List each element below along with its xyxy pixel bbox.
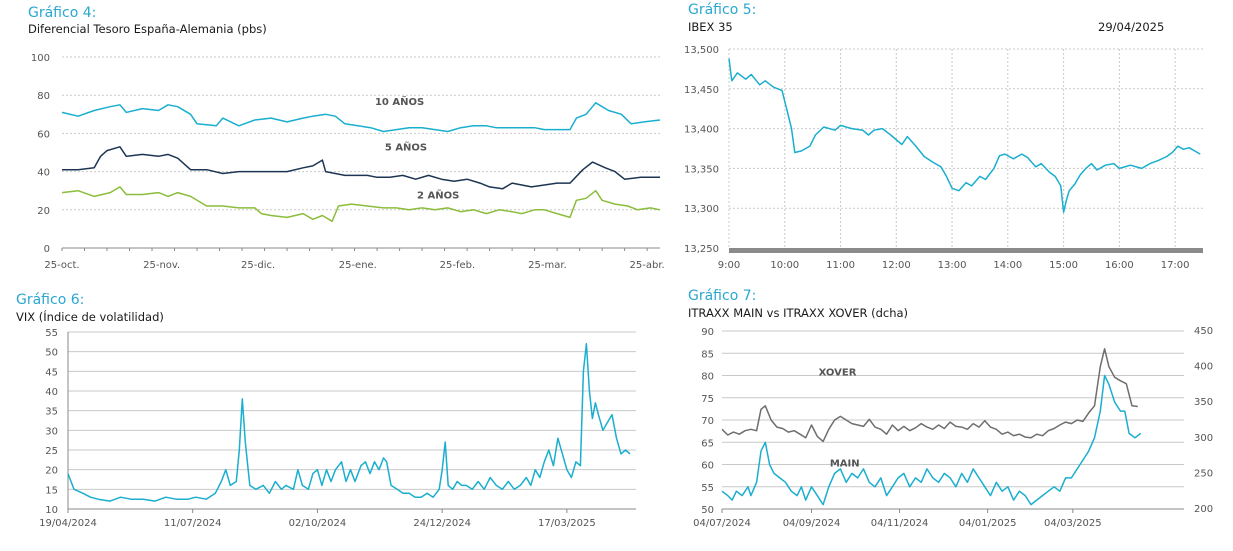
- chart-5-ytick-label: 13,250: [684, 244, 719, 255]
- chart-5-plot: 13,250 13,300 13,350 13,400 13,450 13,500 9:00…: [684, 45, 1203, 271]
- chart-4-series-line: [61, 102, 661, 133]
- chart-5-xtick-label: 13:00: [938, 260, 967, 271]
- chart-4-xtick-label: 25-feb.: [440, 260, 476, 271]
- chart-6-subtitle: VIX (Índice de volatilidad): [16, 310, 164, 324]
- chart-4-series-label: 5 AÑOS: [385, 141, 427, 154]
- chart-5-ytick-label: 13,300: [684, 204, 719, 215]
- chart-7-series-line: [721, 348, 1138, 443]
- chart-4-ytick-label: 20: [37, 206, 50, 217]
- chart-7-y2tick-label: 450: [1194, 326, 1213, 337]
- chart-6-series-line: [67, 343, 631, 502]
- chart-7-xtick-label: 04/01/2025: [959, 518, 1017, 529]
- chart-7-ytick-label: 70: [701, 416, 714, 427]
- chart-7-y2tick-label: 300: [1194, 433, 1213, 444]
- chart-4-xtick-label: 25-oct.: [44, 260, 79, 271]
- chart-4-plot: 0 20 40 60 80 100 25-oct. 25-nov. 25-dic. 25-ene.…: [31, 53, 665, 271]
- chart-6-xtick-label: 11/07/2024: [164, 518, 222, 529]
- chart-6-plot: 10 15 20 25 30 35 40 45 50 55 19/04/2024 11/07/2024…: [39, 328, 636, 529]
- chart-5-xtick-label: 10:00: [770, 260, 799, 271]
- chart-7-ytick-label: 65: [701, 438, 714, 449]
- chart-7-y2tick-label: 200: [1194, 504, 1213, 515]
- chart-4-series-label: 10 AÑOS: [375, 95, 424, 108]
- chart-4-series-line: [62, 146, 660, 190]
- chart-6-xtick-label: 02/10/2024: [289, 518, 347, 529]
- chart-6-xtick-label: 24/12/2024: [413, 518, 471, 529]
- chart-5-xtick-label: 9:00: [718, 260, 740, 271]
- chart-5-series-line: [728, 58, 1201, 213]
- chart-5-xtick-label: 14:00: [993, 260, 1022, 271]
- chart-4-subtitle: Diferencial Tesoro España-Alemania (pbs): [28, 22, 267, 36]
- chart-4-ytick-label: 0: [44, 244, 50, 255]
- chart-5-x-axis-band: [729, 248, 1203, 253]
- chart-7-ytick-label: 90: [701, 327, 714, 338]
- chart-7-ytick-label: 85: [701, 349, 714, 360]
- chart-6-ytick-label: 50: [45, 348, 58, 359]
- chart-5-xtick-label: 11:00: [826, 260, 855, 271]
- chart-6-ytick-label: 55: [45, 328, 58, 339]
- chart-6-xtick-label: 17/03/2025: [538, 518, 596, 529]
- chart-5-xtick-label: 12:00: [882, 260, 911, 271]
- chart-7-y2tick-label: 250: [1194, 468, 1213, 479]
- chart-4-ytick-label: 40: [37, 168, 50, 179]
- chart-7-xtick-label: 04/09/2024: [783, 518, 841, 529]
- chart-6-ytick-label: 10: [45, 505, 58, 516]
- chart-7-subtitle: ITRAXX MAIN vs ITRAXX XOVER (dcha): [688, 306, 909, 320]
- chart-7-series-label: XOVER: [819, 368, 857, 379]
- chart-6-xtick-label: 19/04/2024: [39, 518, 97, 529]
- chart-6-ytick-label: 30: [45, 426, 58, 437]
- chart-7-ytick-label: 55: [701, 483, 714, 494]
- chart-6-ytick-label: 35: [45, 407, 58, 418]
- chart-7-ytick-label: 80: [701, 372, 714, 383]
- chart-7-ytick-label: 50: [701, 505, 714, 516]
- chart-4-xtick-label: 25-nov.: [143, 260, 180, 271]
- chart-5-date: 29/04/2025: [1098, 20, 1165, 34]
- chart-5-xtick-label: 15:00: [1049, 260, 1078, 271]
- chart-7-y2tick-label: 350: [1194, 397, 1213, 408]
- chart-7-xtick-label: 04/07/2024: [693, 518, 751, 529]
- chart-4-xtick-label: 25-dic.: [241, 260, 275, 271]
- chart-6-ytick-label: 25: [45, 446, 58, 457]
- chart-4-title: Gráfico 4:: [28, 5, 97, 21]
- chart-6-ytick-label: 40: [45, 387, 58, 398]
- chart-4-xtick-label: 25-abr.: [630, 260, 665, 271]
- chart-4-series-line: [61, 186, 661, 223]
- chart-4-series-label: 2 AÑOS: [417, 188, 459, 201]
- chart-4-xtick-label: 25-mar.: [528, 260, 567, 271]
- chart-5-subtitle: IBEX 35: [688, 20, 733, 34]
- chart-5-title: Gráfico 5:: [688, 2, 757, 18]
- chart-4-ytick-label: 60: [37, 129, 50, 140]
- chart-7-title: Gráfico 7:: [688, 288, 757, 304]
- chart-5-xtick-label: 16:00: [1105, 260, 1134, 271]
- chart-7-series-label: MAIN: [830, 459, 860, 470]
- chart-4-xtick-label: 25-ene.: [339, 260, 377, 271]
- chart-7-ytick-label: 60: [701, 461, 714, 472]
- chart-7-ytick-label: 75: [701, 394, 714, 405]
- chart-6-ytick-label: 15: [45, 485, 58, 496]
- chart-6-ytick-label: 45: [45, 367, 58, 378]
- chart-5-xtick-label: 17:00: [1161, 260, 1190, 271]
- chart-7-y2tick-label: 400: [1194, 362, 1213, 373]
- chart-6-title: Gráfico 6:: [16, 292, 85, 308]
- chart-7-xtick-label: 04/11/2024: [871, 518, 929, 529]
- chart-5-ytick-label: 13,400: [684, 125, 719, 136]
- chart-5-ytick-label: 13,450: [684, 85, 719, 96]
- chart-5-ytick-label: 13,500: [684, 45, 719, 56]
- chart-4-ytick-label: 80: [37, 91, 50, 102]
- chart-7-xtick-label: 04/03/2025: [1044, 518, 1102, 529]
- chart-7-series-line: [721, 374, 1142, 506]
- chart-5-ytick-label: 13,350: [684, 164, 719, 175]
- chart-6-ytick-label: 20: [45, 466, 58, 477]
- chart-4-ytick-label: 100: [31, 53, 50, 64]
